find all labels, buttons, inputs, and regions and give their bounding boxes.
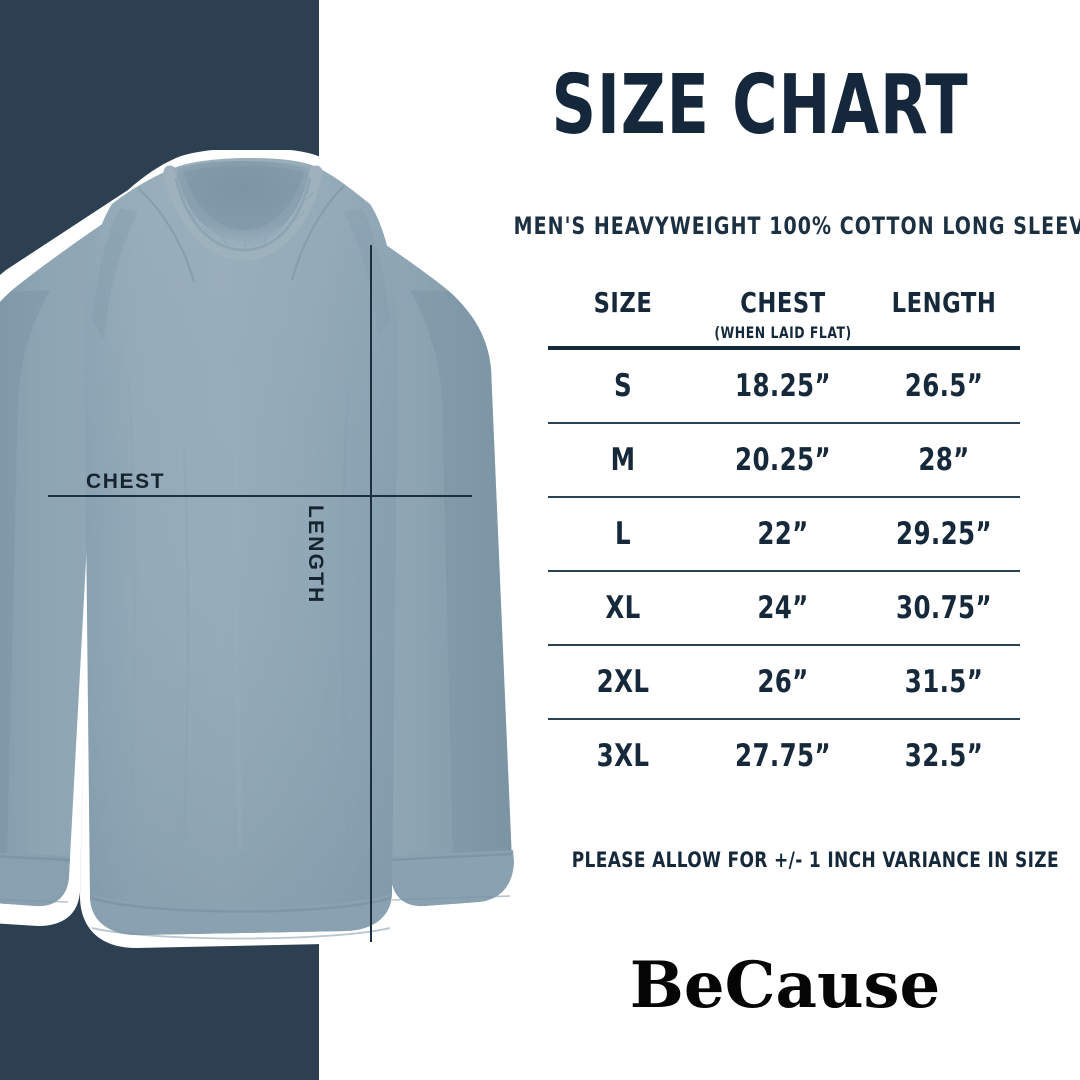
table-header-row: SIZE CHEST (WHEN LAID FLAT) LENGTH <box>548 286 1020 346</box>
page-subtitle: MEN'S HEAVYWEIGHT 100% COTTON LONG SLEEV… <box>513 212 1080 240</box>
garment-hem <box>90 892 392 935</box>
info-column: SIZE CHART MEN'S HEAVYWEIGHT 100% COTTON… <box>480 0 1080 1080</box>
left-cuff <box>0 852 70 907</box>
brand-logo: BeCause <box>629 948 941 1023</box>
page-title: SIZE CHART <box>551 58 969 153</box>
chest-measure-line <box>48 495 472 497</box>
cell-size: S <box>613 368 633 404</box>
chest-measure-label: CHEST <box>86 470 166 493</box>
cell-length: 28” <box>918 442 970 478</box>
cell-length: 29.25” <box>896 516 992 552</box>
cell-chest: 27.75” <box>735 738 831 774</box>
table-row-divider <box>548 496 1020 498</box>
table-row-divider <box>548 644 1020 646</box>
table-row: S 18.25” 26.5” <box>548 350 1020 422</box>
table-header-divider <box>548 346 1020 350</box>
cell-chest: 26” <box>757 664 809 700</box>
column-header-chest: CHEST (WHEN LAID FLAT) <box>707 286 860 342</box>
table-row: L 22” 29.25” <box>548 498 1020 570</box>
table-row-divider <box>548 718 1020 720</box>
table-row-divider <box>548 570 1020 572</box>
cell-size: M <box>610 442 636 478</box>
cell-size: XL <box>605 590 641 626</box>
table-row-divider <box>548 422 1020 424</box>
cell-length: 30.75” <box>896 590 992 626</box>
cell-length: 32.5” <box>904 738 984 774</box>
cell-chest: 24” <box>757 590 809 626</box>
cell-size: 3XL <box>596 738 650 774</box>
cell-chest: 20.25” <box>735 442 831 478</box>
right-cuff <box>390 850 514 907</box>
collar-rib <box>163 165 323 261</box>
column-header-chest-sublabel: (WHEN LAID FLAT) <box>714 323 852 342</box>
length-measure-line <box>370 245 372 942</box>
length-measure-label: LENGTH <box>304 505 327 605</box>
cell-size: 2XL <box>596 664 650 700</box>
variance-note: PLEASE ALLOW FOR +/- 1 INCH VARIANCE IN … <box>571 848 1059 872</box>
cell-chest: 22” <box>757 516 809 552</box>
left-sleeve <box>0 206 140 907</box>
cell-length: 26.5” <box>904 368 984 404</box>
cell-length: 31.5” <box>904 664 984 700</box>
cell-chest: 18.25” <box>735 368 831 404</box>
table-row: 3XL 27.75” 32.5” <box>548 720 1020 792</box>
garment-illustration <box>0 150 548 960</box>
table-row: XL 24” 30.75” <box>548 572 1020 644</box>
size-table: SIZE CHEST (WHEN LAID FLAT) LENGTH S 18.… <box>548 286 1020 792</box>
cell-size: L <box>614 516 631 552</box>
table-row: 2XL 26” 31.5” <box>548 646 1020 718</box>
column-header-chest-label: CHEST <box>740 286 826 319</box>
table-row: M 20.25” 28” <box>548 424 1020 496</box>
column-header-length: LENGTH <box>891 286 997 319</box>
column-header-size: SIZE <box>593 286 653 319</box>
